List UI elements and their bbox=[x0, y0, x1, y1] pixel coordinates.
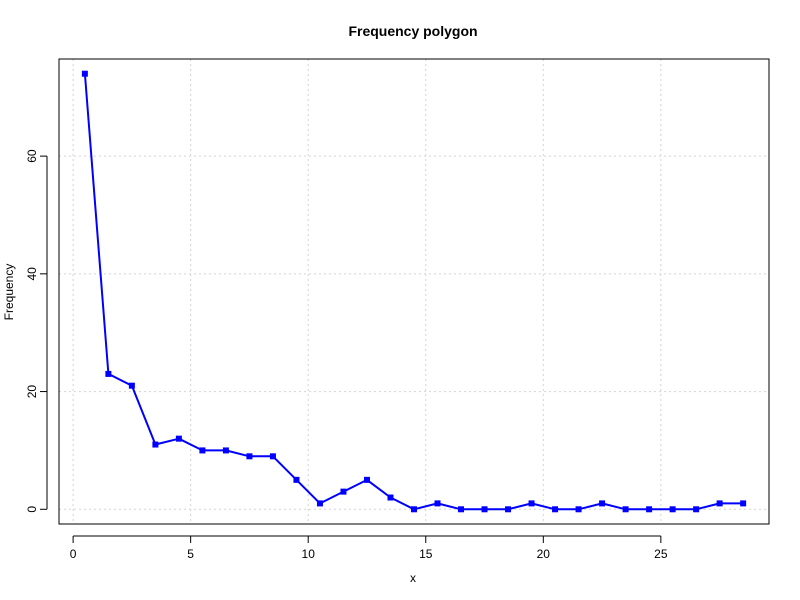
data-point bbox=[528, 500, 535, 507]
data-point bbox=[505, 506, 512, 513]
data-point bbox=[693, 506, 700, 513]
data-point bbox=[293, 476, 300, 483]
series-layer bbox=[81, 70, 747, 513]
data-point bbox=[316, 500, 323, 507]
data-point bbox=[622, 506, 629, 513]
y-axis-label: Frequency bbox=[2, 264, 16, 321]
y-tick-label: 40 bbox=[25, 267, 39, 281]
data-point bbox=[575, 506, 582, 513]
data-point bbox=[340, 488, 347, 495]
x-tick-label: 15 bbox=[419, 547, 433, 561]
data-point bbox=[481, 506, 488, 513]
data-point bbox=[175, 435, 182, 442]
x-tick-label: 0 bbox=[70, 547, 77, 561]
data-point bbox=[434, 500, 441, 507]
data-point bbox=[458, 506, 465, 513]
plot-frame bbox=[58, 58, 770, 525]
data-point bbox=[105, 370, 112, 377]
data-point bbox=[222, 447, 229, 454]
data-point bbox=[646, 506, 653, 513]
data-point bbox=[716, 500, 723, 507]
data-point bbox=[411, 506, 417, 513]
grid-lines bbox=[59, 59, 769, 524]
data-point bbox=[363, 476, 370, 483]
data-point bbox=[387, 494, 394, 501]
data-point bbox=[199, 447, 206, 454]
y-tick-label: 0 bbox=[25, 506, 39, 513]
y-axis: 0 20 40 60 bbox=[25, 149, 48, 513]
data-point bbox=[269, 453, 276, 460]
x-tick-label: 20 bbox=[537, 547, 551, 561]
y-tick-label: 20 bbox=[25, 385, 39, 399]
series-line bbox=[83, 73, 744, 511]
x-axis-label: x bbox=[410, 571, 416, 585]
data-point bbox=[246, 453, 253, 460]
data-point bbox=[128, 382, 135, 389]
data-point bbox=[552, 506, 559, 513]
chart-title: Frequency polygon bbox=[348, 23, 477, 39]
data-point bbox=[669, 506, 676, 513]
x-tick-label: 10 bbox=[302, 547, 316, 561]
x-tick-label: 5 bbox=[187, 547, 194, 561]
data-point bbox=[740, 500, 747, 507]
y-tick-label: 60 bbox=[25, 149, 39, 163]
data-point bbox=[152, 441, 159, 448]
x-tick-label: 25 bbox=[654, 547, 668, 561]
data-point bbox=[81, 70, 88, 77]
data-point bbox=[599, 500, 606, 507]
x-axis: 0 5 10 15 20 25 bbox=[70, 535, 668, 561]
